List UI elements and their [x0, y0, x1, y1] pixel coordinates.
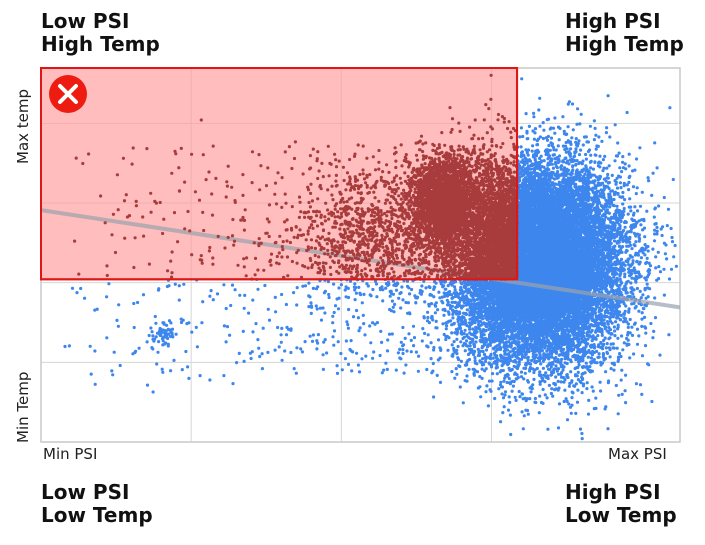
highlight-zone-border: [40, 67, 519, 281]
zone-data-points: [40, 67, 519, 281]
quadrant-label-top-left: Low PSI High Temp: [41, 10, 160, 56]
x-axis-max-label: Max PSI: [608, 445, 667, 463]
quadrant-label-line: High Temp: [565, 32, 684, 56]
quadrant-label-line: Low PSI: [41, 480, 130, 504]
quadrant-label-line: High Temp: [41, 32, 160, 56]
quadrant-label-top-right: High PSI High Temp: [565, 10, 684, 56]
reject-x-icon: [49, 75, 87, 113]
x-axis-min-label: Min PSI: [43, 445, 98, 463]
data-point-group: [63, 77, 678, 441]
y-axis-min-text: Min Temp: [14, 371, 32, 443]
y-axis-min-label: Min Temp: [14, 345, 34, 445]
zone-data-point-group: [73, 73, 519, 281]
y-axis-max-text: Max temp: [14, 88, 32, 164]
quadrant-label-bottom-right: High PSI Low Temp: [565, 481, 677, 527]
quadrant-label-line: Low Temp: [41, 503, 153, 527]
quadrant-label-line: Low Temp: [565, 503, 677, 527]
quadrant-label-line: High PSI: [565, 480, 661, 504]
trend-line: [40, 208, 681, 310]
data-points: [63, 77, 678, 441]
quadrant-label-line: Low PSI: [41, 9, 130, 33]
quadrant-label-bottom-left: Low PSI Low Temp: [41, 481, 153, 527]
reject-icon-cross: [58, 84, 78, 104]
quadrant-label-line: High PSI: [565, 9, 661, 33]
y-axis-max-label: Max temp: [14, 66, 34, 166]
